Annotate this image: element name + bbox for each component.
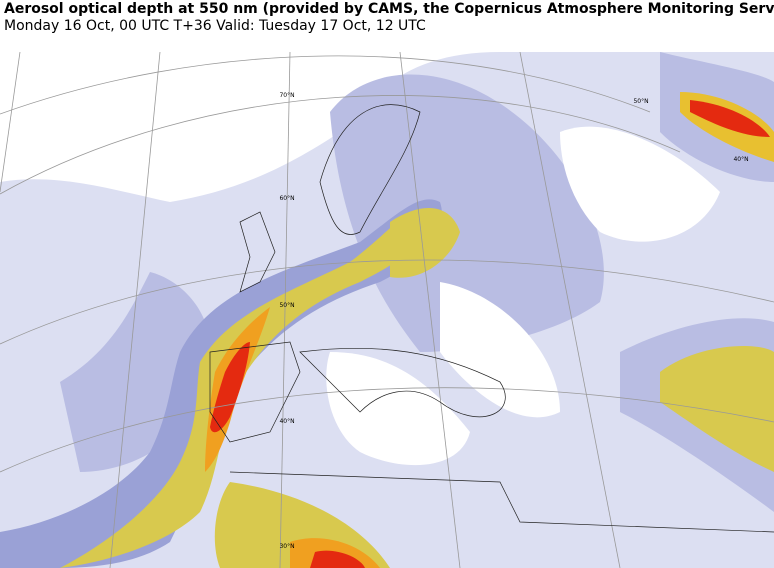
latitude-label: 30°N [279,543,294,550]
map-subtitle: Monday 16 Oct, 00 UTC T+36 Valid: Tuesda… [4,18,426,34]
graticule [0,52,774,568]
coastlines [209,104,774,533]
latitude-label: 40°N [279,418,294,425]
latitude-label: 50°N [279,302,294,309]
aerosol-field [0,52,774,568]
latitude-label: 60°N [279,195,294,202]
map-title: Aerosol optical depth at 550 nm (provide… [4,1,774,17]
latitude-label: 40°N [733,156,748,163]
map: 70°N 60°N 50°N 40°N 30°N 50°N 40°N [0,52,774,568]
latitude-label: 70°N [279,92,294,99]
latitude-label: 50°N [633,98,648,105]
